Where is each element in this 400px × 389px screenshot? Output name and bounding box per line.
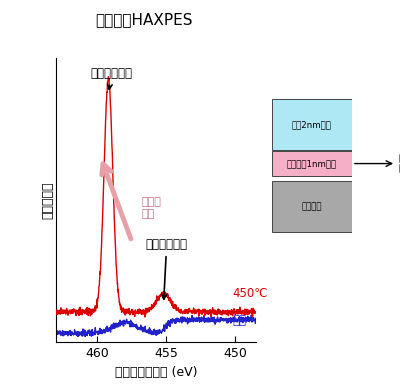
Text: チタンのHAXPES: チタンのHAXPES [95,12,193,27]
Text: 鉄（2nm厚）: 鉄（2nm厚） [292,120,332,129]
Text: 酸化が
進む: 酸化が 進む [142,197,161,219]
Bar [272,151,352,176]
Text: シリコン: シリコン [302,202,322,211]
X-axis label: 結合エネルギー (eV): 結合エネルギー (eV) [115,366,197,379]
Y-axis label: 光電子強度: 光電子強度 [42,182,55,219]
Text: 二酸化チタン: 二酸化チタン [90,67,132,89]
Text: 450℃: 450℃ [232,287,268,300]
Text: 室温: 室温 [232,314,246,327]
Bar [272,180,352,232]
Text: チタン（1nm厚）: チタン（1nm厚） [287,159,337,168]
Bar [272,99,352,149]
Text: ここを
分析: ここを 分析 [398,154,400,173]
Text: 一酸化チタン: 一酸化チタン [146,238,188,299]
